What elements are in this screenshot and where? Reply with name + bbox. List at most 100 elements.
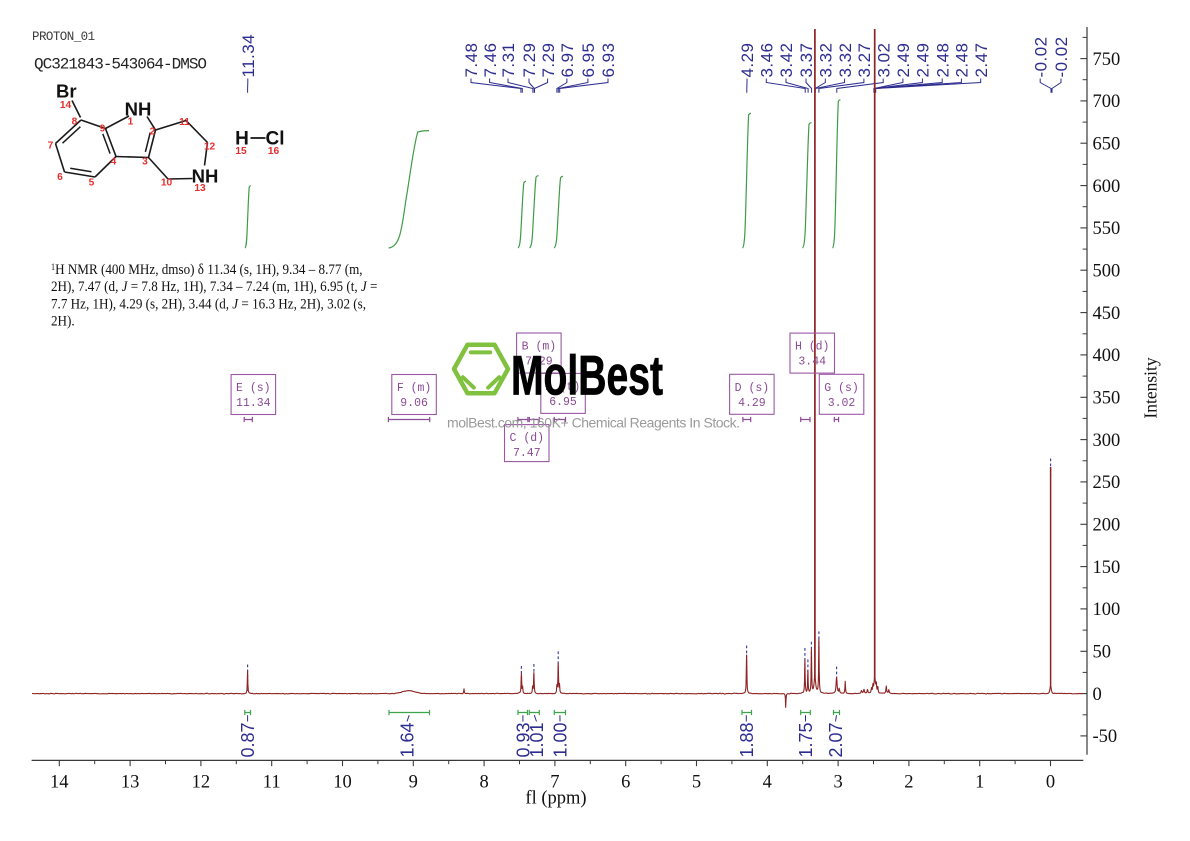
svg-text:7.29: 7.29 [539, 43, 558, 78]
svg-text:7.31: 7.31 [499, 43, 518, 78]
svg-text:6: 6 [621, 773, 630, 793]
svg-text:4: 4 [111, 157, 117, 168]
svg-text:H: H [235, 129, 249, 150]
svg-text:5: 5 [692, 773, 701, 793]
svg-text:2H), 7.47 (d, J = 7.8 Hz, 1H),: 2H), 7.47 (d, J = 7.8 Hz, 1H), 7.34 – 7.… [51, 279, 378, 296]
svg-text:2.49: 2.49 [894, 43, 913, 78]
svg-text:3.02: 3.02 [874, 43, 893, 78]
svg-text:0: 0 [1046, 773, 1055, 793]
svg-text:1: 1 [975, 773, 984, 793]
svg-text:2H).: 2H). [51, 313, 75, 330]
svg-text:500: 500 [1093, 261, 1121, 281]
svg-text:15: 15 [235, 146, 247, 157]
svg-text:7.29: 7.29 [520, 43, 539, 78]
svg-text:2.49: 2.49 [914, 43, 933, 78]
svg-text:fl (ppm): fl (ppm) [525, 789, 586, 809]
svg-text:8: 8 [479, 773, 488, 793]
svg-text:2.47: 2.47 [972, 43, 991, 78]
svg-text:3: 3 [833, 773, 842, 793]
svg-text:2.48: 2.48 [953, 43, 972, 78]
svg-text:4.29: 4.29 [738, 397, 766, 410]
svg-text:5: 5 [89, 178, 95, 189]
svg-text:700: 700 [1093, 92, 1121, 112]
svg-text:3.44: 3.44 [798, 356, 826, 369]
svg-text:750: 750 [1093, 50, 1121, 70]
svg-text:10: 10 [333, 773, 352, 793]
svg-text:400: 400 [1093, 346, 1121, 366]
svg-text:F (m): F (m) [397, 382, 432, 395]
svg-text:0: 0 [1093, 685, 1102, 705]
svg-text:16: 16 [268, 146, 280, 157]
svg-text:150: 150 [1093, 558, 1121, 578]
svg-text:3.46: 3.46 [758, 43, 777, 78]
svg-text:-0.02: -0.02 [1052, 37, 1071, 78]
svg-text:7: 7 [550, 773, 559, 793]
svg-text:1.01: 1.01 [527, 722, 547, 757]
svg-text:14: 14 [50, 773, 69, 793]
svg-text:11: 11 [179, 117, 190, 128]
svg-text:10: 10 [161, 178, 173, 189]
svg-text:7: 7 [48, 141, 54, 152]
svg-text:350: 350 [1093, 389, 1121, 409]
svg-text:1.75: 1.75 [796, 722, 816, 757]
svg-text:1.64: 1.64 [398, 722, 418, 757]
svg-text:6.95: 6.95 [579, 43, 598, 78]
svg-text:12: 12 [204, 142, 216, 153]
svg-text:300: 300 [1093, 431, 1121, 451]
svg-text:14: 14 [60, 100, 72, 111]
svg-text:C (d): C (d) [510, 432, 545, 445]
svg-text:7.46: 7.46 [481, 43, 500, 78]
svg-text:2: 2 [904, 773, 913, 793]
svg-text:A (t): A (t) [546, 381, 581, 394]
svg-text:9: 9 [409, 773, 418, 793]
svg-text:450: 450 [1093, 304, 1121, 324]
svg-text:1: 1 [128, 117, 134, 128]
svg-text:8: 8 [72, 117, 78, 128]
svg-text:3.32: 3.32 [817, 43, 836, 78]
svg-text:1.88: 1.88 [737, 722, 757, 757]
svg-text:7.47: 7.47 [513, 447, 541, 460]
svg-text:-0.02: -0.02 [1031, 37, 1050, 78]
svg-text:9: 9 [100, 124, 106, 135]
svg-text:0.93: 0.93 [514, 722, 534, 757]
svg-text:NH: NH [125, 99, 152, 120]
svg-text:13: 13 [194, 183, 206, 194]
svg-text:50: 50 [1093, 643, 1112, 663]
svg-text:D (s): D (s) [735, 382, 770, 395]
svg-text:6: 6 [57, 172, 63, 183]
svg-text:0.87: 0.87 [238, 722, 258, 757]
svg-text:G (s): G (s) [824, 382, 859, 395]
svg-text:11: 11 [263, 773, 281, 793]
svg-text:600: 600 [1093, 177, 1121, 197]
svg-text:2.07: 2.07 [826, 722, 846, 757]
svg-text:NH: NH [192, 166, 219, 187]
svg-text:6.97: 6.97 [558, 43, 577, 78]
svg-text:7.48: 7.48 [462, 43, 481, 78]
svg-text:MolBest: MolBest [511, 344, 663, 407]
svg-text:6.95: 6.95 [549, 396, 577, 409]
svg-text:3.27: 3.27 [855, 43, 874, 78]
svg-text:H (d): H (d) [795, 341, 830, 354]
svg-text:9.06: 9.06 [400, 397, 428, 410]
svg-text:Cl: Cl [266, 129, 285, 150]
svg-text:QC321843-543064-DMSO: QC321843-543064-DMSO [34, 56, 206, 74]
svg-text:E (s): E (s) [236, 382, 271, 395]
svg-text:3: 3 [142, 157, 148, 168]
svg-text:-50: -50 [1093, 727, 1118, 747]
svg-text:PROTON_01: PROTON_01 [32, 30, 95, 44]
svg-text:100: 100 [1093, 600, 1121, 620]
svg-text:Br: Br [56, 81, 77, 102]
svg-text:6.93: 6.93 [599, 43, 618, 78]
svg-text:3.02: 3.02 [828, 397, 856, 410]
svg-text:1.00: 1.00 [551, 722, 571, 757]
svg-text:4.29: 4.29 [738, 43, 757, 78]
svg-text:4: 4 [763, 773, 772, 793]
svg-text:650: 650 [1093, 134, 1121, 154]
svg-text:550: 550 [1093, 219, 1121, 239]
svg-text:molBest.com, 160K+ Chemical Re: molBest.com, 160K+ Chemical Reagents In … [447, 415, 740, 431]
svg-text:1H NMR (400 MHz, dmso) δ 11.34: 1H NMR (400 MHz, dmso) δ 11.34 (s, 1H), … [51, 261, 363, 278]
svg-text:11.34: 11.34 [236, 397, 271, 410]
svg-text:7.29: 7.29 [525, 356, 553, 369]
svg-text:250: 250 [1093, 473, 1121, 493]
svg-text:3.42: 3.42 [777, 43, 796, 78]
